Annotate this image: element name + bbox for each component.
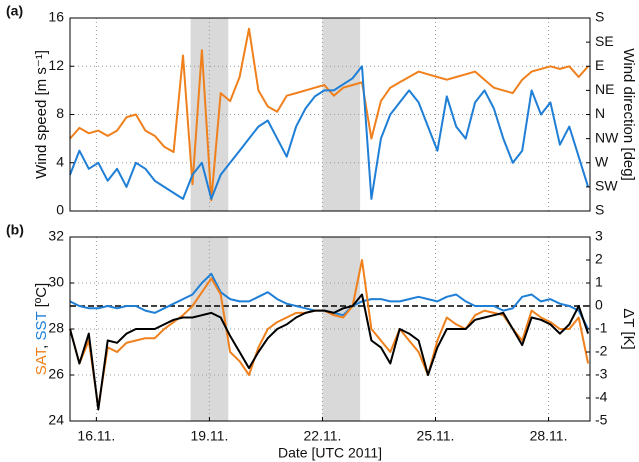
y2-axis-label: Wind direction [deg] xyxy=(620,48,637,181)
y2-tick-label: -2 xyxy=(595,343,608,359)
shaded-period xyxy=(322,18,361,211)
x-tick-label: 28.11. xyxy=(530,428,568,444)
y2-tick-label: N xyxy=(595,105,605,121)
y-tick-label: 24 xyxy=(48,412,64,428)
y-tick-label: 26 xyxy=(48,366,64,382)
y-tick-label: 12 xyxy=(48,57,64,73)
y2-tick-label: 1 xyxy=(595,274,603,290)
y2-tick-label: -3 xyxy=(595,366,608,382)
y-tick-label: 0 xyxy=(56,202,64,218)
y2-tick-label: 2 xyxy=(595,251,603,267)
y2-tick-label: S xyxy=(595,9,604,25)
panel-label: (a) xyxy=(6,3,23,19)
x-tick-label: 16.11. xyxy=(77,428,115,444)
y2-tick-label: NW xyxy=(595,129,619,145)
y-axis-label-part: [ºC] xyxy=(33,283,50,312)
x-tick-label: 25.11. xyxy=(417,428,455,444)
y-axis-label-part: , xyxy=(33,340,50,348)
panel-label: (b) xyxy=(6,222,24,238)
y2-tick-label: -4 xyxy=(595,389,608,405)
y2-tick-label: NE xyxy=(595,81,614,97)
y2-tick-label: 3 xyxy=(595,228,603,244)
y2-axis-label: ΔT [K] xyxy=(620,308,637,349)
y2-tick-label: E xyxy=(595,57,604,73)
series-line xyxy=(69,293,590,411)
y2-tick-label: -5 xyxy=(595,412,608,428)
y2-tick-label: -1 xyxy=(595,320,608,336)
y-tick-label: 30 xyxy=(48,274,64,290)
series-line xyxy=(69,259,590,409)
x-axis-label: Date [UTC 2011] xyxy=(278,445,382,461)
y2-tick-label: S xyxy=(595,202,604,218)
x-tick-label: 22.11. xyxy=(304,428,342,444)
y2-tick-label: W xyxy=(595,153,609,169)
shaded-period xyxy=(322,237,361,421)
y2-tick-label: SE xyxy=(595,33,614,49)
y-axis-label: Wind speed [m s⁻¹] xyxy=(33,50,50,179)
y-axis-label: SAT, SST [ºC] xyxy=(33,283,50,375)
x-tick-label: 19.11. xyxy=(190,428,228,444)
y-tick-label: 8 xyxy=(56,105,64,121)
y-tick-label: 16 xyxy=(48,9,64,25)
y-tick-label: 28 xyxy=(48,320,64,336)
y-tick-label: 4 xyxy=(56,153,64,169)
y-axis-label-part: SST xyxy=(33,311,50,340)
y-axis-label-part: SAT xyxy=(33,347,50,375)
y2-tick-label: 0 xyxy=(595,297,603,313)
y-tick-label: 32 xyxy=(48,228,64,244)
y2-tick-label: SW xyxy=(595,178,618,194)
series-line xyxy=(69,65,590,200)
